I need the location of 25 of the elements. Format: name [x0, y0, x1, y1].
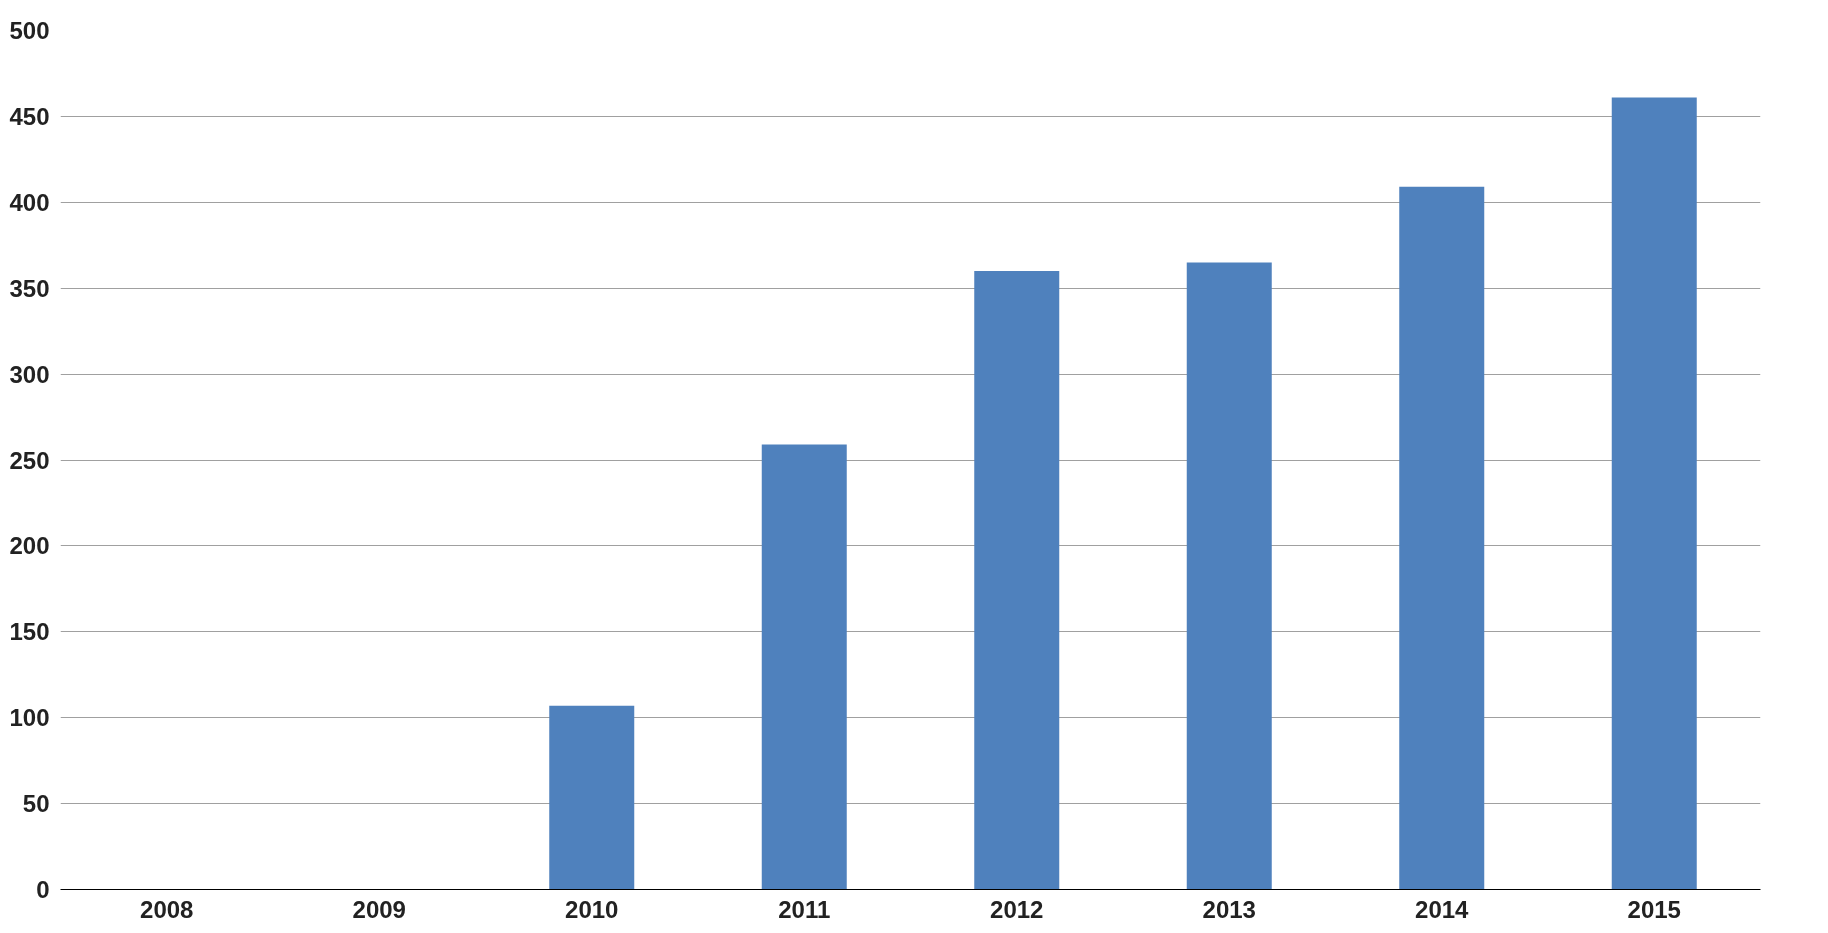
x-tick-label: 2008: [140, 895, 194, 923]
bar: [1399, 186, 1485, 890]
bar: [549, 705, 635, 890]
y-tick-label: 300: [9, 360, 50, 388]
y-tick-label: 200: [9, 532, 50, 560]
y-tick-label: 100: [9, 704, 50, 732]
bar: [1186, 262, 1272, 890]
y-tick-label: 500: [9, 17, 50, 44]
x-tick-label: 2011: [778, 895, 831, 923]
bar: [1611, 97, 1697, 890]
bar: [974, 271, 1060, 890]
y-tick-label: 0: [36, 876, 50, 903]
y-tick-label: 250: [9, 446, 50, 474]
x-tick-label: 2015: [1627, 895, 1681, 923]
x-tick-label: 2013: [1202, 895, 1256, 923]
y-tick-label: 350: [9, 274, 50, 302]
y-tick-label: 450: [9, 102, 50, 130]
x-tick-label: 2012: [990, 895, 1044, 923]
x-tick-label: 2010: [565, 895, 619, 923]
x-tick-label: 2014: [1415, 895, 1470, 923]
bar: [761, 444, 847, 890]
y-tick-label: 400: [9, 188, 50, 216]
x-tick-label: 2009: [352, 895, 406, 923]
y-tick-label: 150: [9, 618, 50, 646]
y-tick-label: 50: [22, 790, 50, 818]
